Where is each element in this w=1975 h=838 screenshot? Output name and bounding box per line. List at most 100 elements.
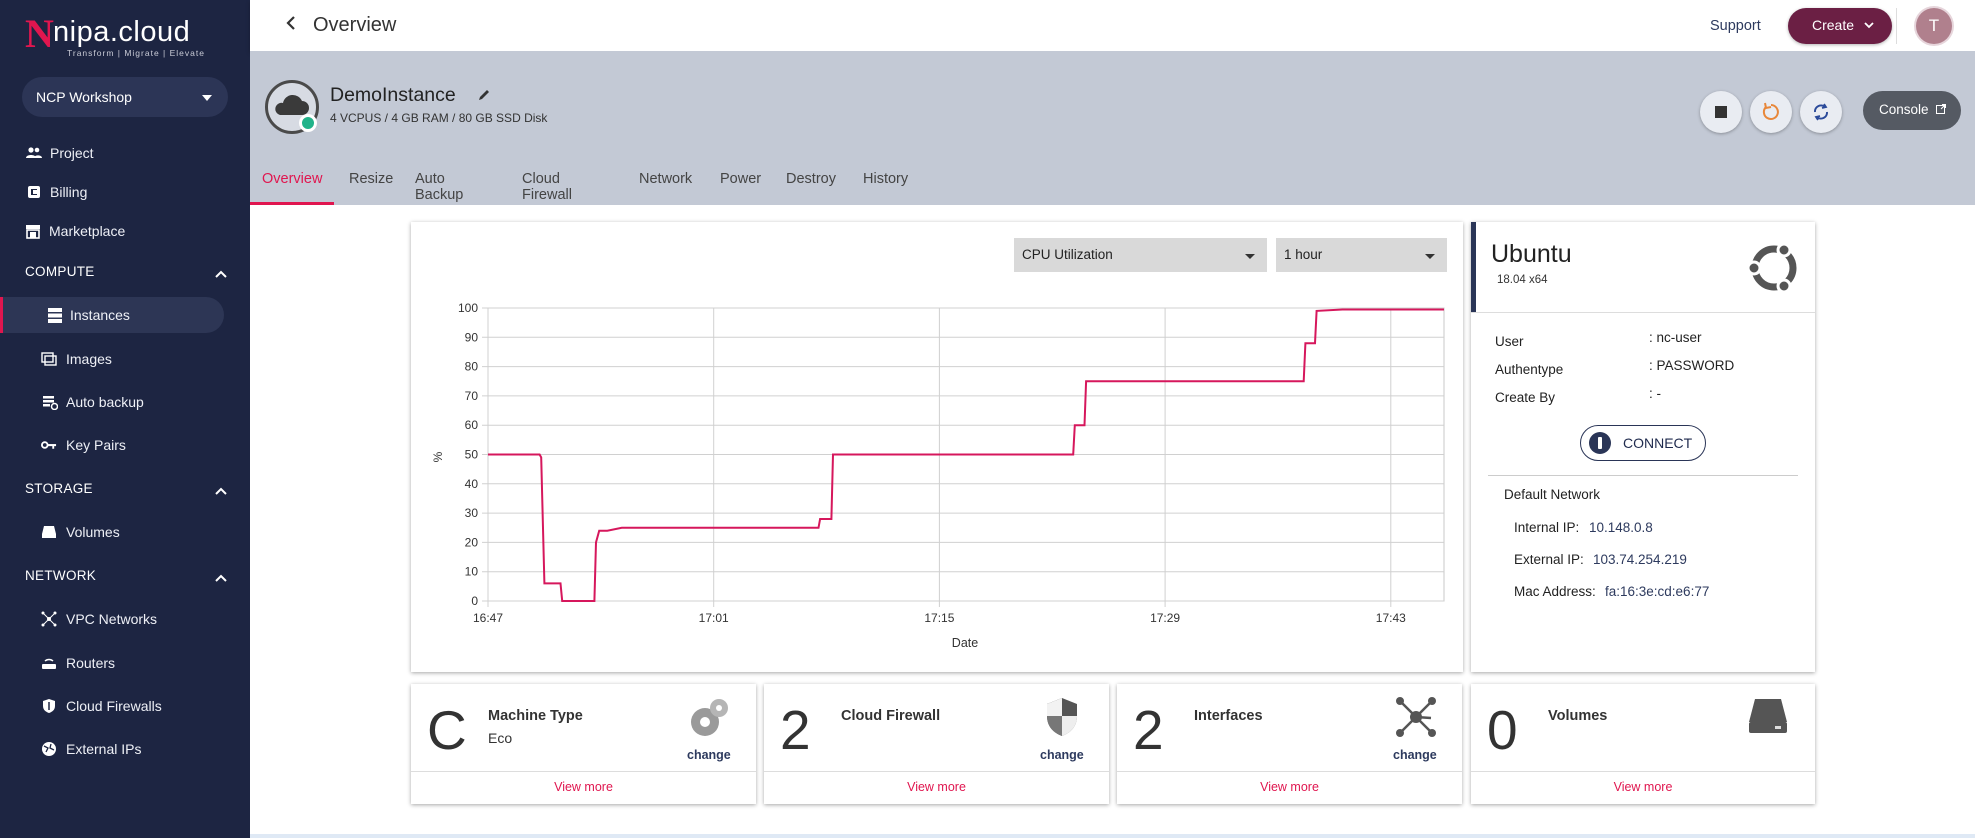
ubuntu-icon	[1746, 240, 1802, 301]
page-title: Overview	[313, 14, 397, 36]
chevron-up-icon	[215, 570, 227, 585]
sidebar-item-key-pairs[interactable]: Key Pairs	[0, 427, 250, 463]
divider	[1471, 312, 1815, 313]
change-link[interactable]: change	[1393, 748, 1437, 762]
globe-icon	[41, 741, 57, 757]
router-icon	[41, 655, 57, 671]
chart-y-tick-label: 90	[465, 330, 479, 344]
view-more-link[interactable]: View more	[1260, 780, 1319, 794]
chart-y-tick-label: 10	[465, 565, 479, 579]
sidebar-item-label: Instances	[70, 307, 130, 323]
range-select[interactable]: 1 hour	[1276, 238, 1447, 272]
sidebar-item-vpc-networks[interactable]: VPC Networks	[0, 601, 250, 637]
external-ip-value: 103.74.254.219	[1593, 552, 1687, 567]
chart-x-tick-label: 17:29	[1150, 611, 1180, 625]
chart-y-tick-label: 60	[465, 418, 479, 432]
summary-subtitle: Eco	[488, 730, 513, 746]
divider	[1471, 771, 1815, 772]
chart-y-tick-label: 0	[471, 594, 478, 608]
create-button[interactable]: Create	[1788, 8, 1892, 44]
sidebar-item-instances[interactable]: Instances	[0, 297, 224, 333]
chart-y-tick-label: 80	[465, 360, 479, 374]
console-button[interactable]: Console	[1863, 91, 1961, 130]
tab-network[interactable]: Network	[639, 171, 693, 187]
divider	[1896, 8, 1897, 44]
mac-address-label: Mac Address:	[1514, 584, 1596, 599]
shield-icon	[1044, 696, 1080, 743]
avatar[interactable]: T	[1916, 8, 1952, 44]
sidebar-item-volumes[interactable]: Volumes	[0, 514, 250, 550]
detail-authtype-value: : PASSWORD	[1649, 358, 1735, 373]
divider	[764, 771, 1109, 772]
detail-user-value: : nc-user	[1649, 330, 1702, 345]
chart-x-tick-label: 17:15	[924, 611, 954, 625]
view-more-link[interactable]: View more	[1613, 780, 1673, 794]
tab-cloud-firewall[interactable]: Cloud Firewall	[522, 171, 572, 203]
internal-ip-label: Internal IP:	[1514, 520, 1580, 535]
brand-tagline: Transform | Migrate | Elevate	[67, 48, 205, 58]
tab-resize[interactable]: Resize	[349, 171, 394, 187]
backup-icon	[42, 394, 58, 410]
section-network[interactable]: NETWORK	[25, 568, 227, 583]
os-version: 18.04 x64	[1497, 274, 1548, 286]
metric-select[interactable]: CPU Utilization	[1014, 238, 1267, 272]
sidebar-item-label: Project	[50, 145, 94, 161]
tab-history[interactable]: History	[863, 171, 909, 187]
refresh-button[interactable]	[1800, 91, 1842, 133]
sidebar-item-cloud-firewalls[interactable]: Cloud Firewalls	[0, 688, 250, 724]
tab-power[interactable]: Power	[720, 171, 762, 187]
stop-button[interactable]	[1700, 91, 1742, 133]
footer-strip	[250, 834, 1975, 838]
sidebar-item-project[interactable]: Project	[0, 135, 250, 171]
summary-title: Volumes	[1548, 708, 1608, 724]
view-more-link[interactable]: View more	[554, 780, 613, 794]
connect-button[interactable]: CONNECT	[1580, 425, 1706, 461]
change-link[interactable]: change	[687, 748, 731, 762]
sidebar-item-label: Cloud Firewalls	[66, 698, 162, 714]
billing-icon	[26, 184, 42, 200]
instance-header: DemoInstance 4 VCPUS / 4 GB RAM / 80 GB …	[249, 51, 1975, 205]
detail-createby-value: : -	[1649, 386, 1661, 401]
sidebar-item-billing[interactable]: Billing	[0, 174, 250, 210]
workspace-select[interactable]: NCP Workshop	[22, 77, 228, 117]
sidebar-item-label: VPC Networks	[66, 611, 158, 627]
brand-logo[interactable]: N nipa.cloud Transform | Migrate | Eleva…	[25, 11, 225, 58]
sidebar-item-external-ips[interactable]: External IPs	[0, 731, 250, 767]
summary-title: Interfaces	[1194, 708, 1263, 724]
section-storage[interactable]: STORAGE	[25, 481, 227, 496]
sidebar-item-label: Volumes	[66, 524, 120, 540]
tab-destroy[interactable]: Destroy	[786, 171, 836, 187]
images-icon	[41, 351, 57, 367]
summary-card-interfaces: 2 Interfaces change View more	[1117, 684, 1462, 804]
volume-icon	[41, 524, 57, 540]
key-icon	[41, 437, 57, 453]
metric-select-value: CPU Utilization	[1022, 247, 1113, 262]
back-arrow-icon[interactable]	[286, 15, 296, 36]
sidebar-item-images[interactable]: Images	[0, 341, 250, 377]
sidebar-item-label: Billing	[50, 184, 88, 200]
sidebar-item-label: Images	[66, 351, 112, 367]
sidebar-item-routers[interactable]: Routers	[0, 645, 250, 681]
connect-label: CONNECT	[1623, 435, 1693, 451]
divider	[1117, 771, 1462, 772]
support-link[interactable]: Support	[1710, 18, 1761, 34]
sidebar-item-label: Routers	[66, 655, 116, 671]
chart-y-tick-label: 30	[465, 506, 479, 520]
sidebar-item-marketplace[interactable]: Marketplace	[0, 213, 250, 249]
change-link[interactable]: change	[1040, 748, 1084, 762]
pencil-icon[interactable]	[477, 88, 491, 107]
tab-overview[interactable]: Overview	[249, 171, 335, 205]
refresh-icon	[1814, 103, 1828, 121]
terminal-icon	[1589, 432, 1611, 454]
caret-down-icon	[202, 95, 212, 101]
sidebar-item-auto-backup[interactable]: Auto backup	[0, 384, 250, 420]
section-label: NETWORK	[25, 568, 97, 583]
network-title: Default Network	[1504, 487, 1601, 502]
section-compute[interactable]: COMPUTE	[25, 264, 227, 279]
restart-button[interactable]	[1750, 91, 1792, 133]
tab-auto-backup[interactable]: Auto Backup	[415, 171, 464, 203]
mac-address-value: fa:16:3e:cd:e6:77	[1605, 584, 1710, 599]
summary-value: 0	[1487, 699, 1518, 761]
chart-series-line	[488, 308, 1444, 602]
view-more-link[interactable]: View more	[907, 780, 966, 794]
